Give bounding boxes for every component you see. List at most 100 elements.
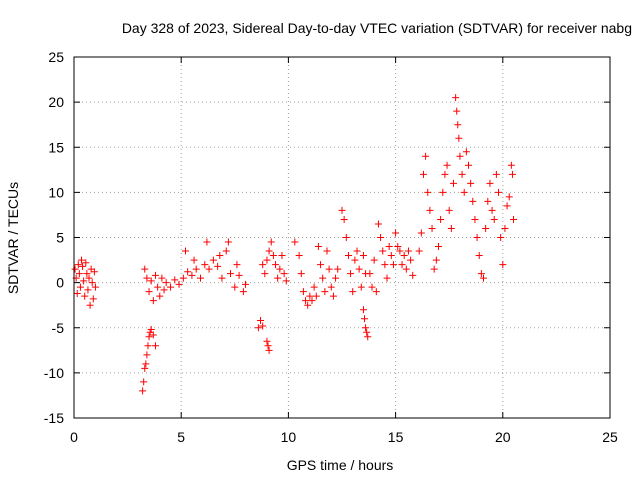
data-point xyxy=(216,252,224,260)
data-point xyxy=(144,342,152,350)
y-tick-labels: -15 -10 -5 0 5 10 15 20 25 xyxy=(44,49,610,426)
data-point xyxy=(362,324,370,332)
data-point xyxy=(464,161,472,169)
data-point xyxy=(192,265,200,273)
data-point xyxy=(505,193,513,201)
data-point xyxy=(80,277,88,285)
data-point xyxy=(141,265,149,273)
data-point xyxy=(264,342,272,350)
data-point xyxy=(209,256,217,264)
data-point xyxy=(400,252,408,260)
data-point xyxy=(364,333,372,341)
data-point xyxy=(503,202,511,210)
data-point xyxy=(259,322,267,330)
data-point xyxy=(218,274,226,282)
data-point xyxy=(456,152,464,160)
data-point xyxy=(235,271,243,279)
data-point xyxy=(86,301,94,309)
data-point xyxy=(323,247,331,255)
data-point xyxy=(295,252,303,260)
data-point xyxy=(377,234,385,241)
data-point xyxy=(471,215,479,223)
data-point xyxy=(314,243,322,251)
data-point xyxy=(214,262,222,270)
y-tick-label: 15 xyxy=(48,139,64,155)
data-point xyxy=(259,261,267,269)
data-point xyxy=(149,331,157,339)
data-point xyxy=(75,270,83,278)
data-point xyxy=(321,288,329,296)
data-point xyxy=(402,265,410,273)
data-point xyxy=(342,234,350,241)
data-point xyxy=(510,215,518,223)
data-point xyxy=(407,256,415,264)
x-tick-label: 20 xyxy=(495,429,511,445)
data-point xyxy=(368,283,376,291)
y-tick-label: -5 xyxy=(52,320,65,336)
data-point xyxy=(432,256,440,264)
grid-lines xyxy=(74,57,610,418)
data-point xyxy=(160,286,168,294)
data-point xyxy=(359,252,367,260)
data-point xyxy=(469,197,477,205)
data-point xyxy=(76,283,84,291)
data-point xyxy=(190,256,198,264)
data-point xyxy=(310,283,318,291)
data-points xyxy=(71,94,518,395)
data-point xyxy=(398,261,406,269)
data-point xyxy=(351,256,359,264)
data-point xyxy=(265,247,273,255)
data-point xyxy=(143,274,151,282)
data-point xyxy=(394,243,402,251)
data-point xyxy=(359,306,367,314)
data-point xyxy=(340,215,348,223)
data-point xyxy=(242,280,250,288)
data-point xyxy=(205,265,213,273)
data-point xyxy=(162,279,170,287)
data-point xyxy=(347,270,355,278)
data-point xyxy=(282,277,290,285)
data-point xyxy=(452,94,460,102)
data-point xyxy=(443,161,451,169)
data-point xyxy=(490,215,498,223)
data-point xyxy=(263,337,271,345)
data-point xyxy=(319,274,327,282)
data-point xyxy=(404,247,412,255)
data-point xyxy=(158,274,166,282)
data-point xyxy=(430,265,438,273)
data-point xyxy=(91,283,99,291)
data-point xyxy=(419,170,427,178)
data-point xyxy=(332,274,340,282)
data-point xyxy=(428,224,436,232)
data-point xyxy=(201,261,209,269)
data-point xyxy=(508,170,516,178)
data-point xyxy=(480,274,488,282)
data-point xyxy=(304,301,312,309)
data-point xyxy=(492,170,500,178)
data-point xyxy=(139,387,147,395)
data-point xyxy=(312,292,320,300)
data-point xyxy=(299,288,307,296)
data-point xyxy=(409,271,417,279)
data-point xyxy=(361,315,369,323)
data-point xyxy=(355,265,363,273)
data-point xyxy=(462,148,470,156)
data-point xyxy=(181,247,189,255)
data-point xyxy=(71,265,79,273)
data-point xyxy=(497,234,505,241)
data-point xyxy=(73,289,81,297)
data-point xyxy=(263,256,271,264)
data-point xyxy=(88,279,96,287)
data-point xyxy=(171,276,179,284)
data-point xyxy=(441,170,449,178)
data-point xyxy=(149,297,157,305)
data-point xyxy=(306,292,314,300)
data-point xyxy=(353,247,361,255)
data-point xyxy=(327,283,335,291)
data-point xyxy=(475,252,483,260)
data-point xyxy=(453,107,461,115)
data-point xyxy=(507,161,515,169)
data-point xyxy=(231,283,239,291)
data-point xyxy=(482,224,490,232)
data-point xyxy=(344,252,352,260)
